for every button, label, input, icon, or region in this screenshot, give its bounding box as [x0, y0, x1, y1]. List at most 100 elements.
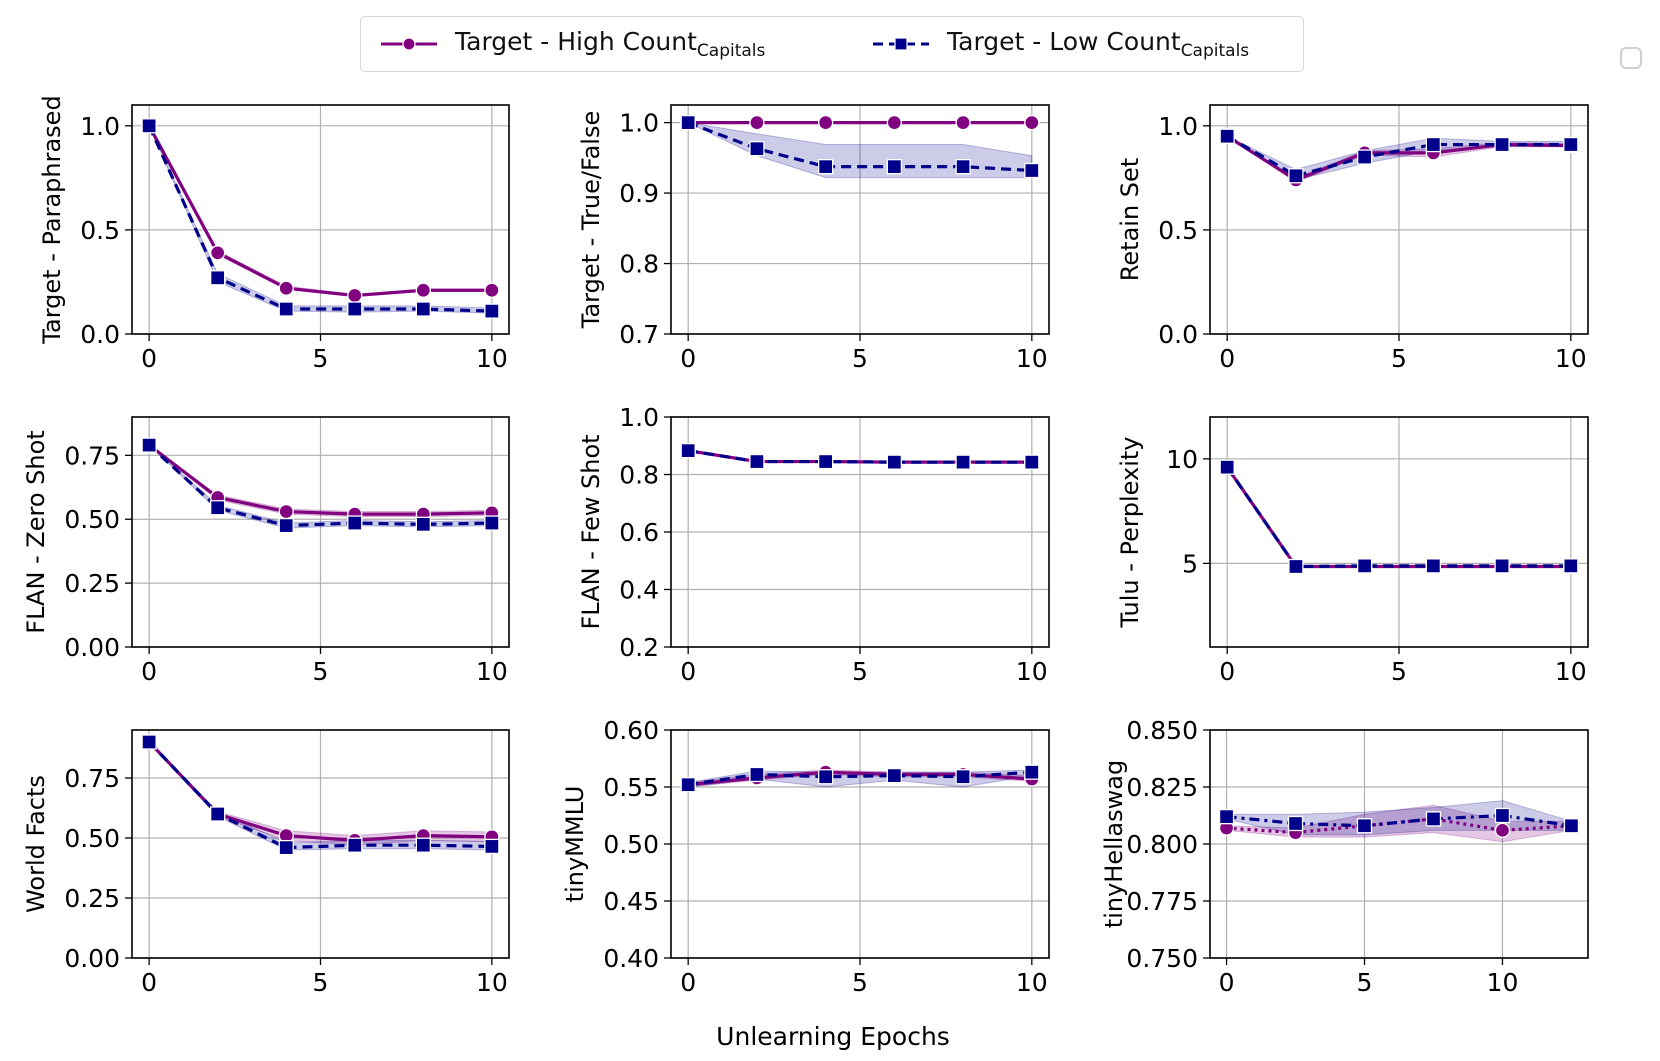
data-point-low-count — [1356, 558, 1373, 574]
y-axis-label: Target - True/False — [577, 111, 605, 329]
series-line-low-count — [147, 125, 492, 313]
data-point-low-count — [817, 453, 834, 470]
data-point-high-count — [415, 282, 431, 298]
data-point-low-count — [955, 769, 971, 785]
x-tick-label: 0 — [1219, 344, 1235, 373]
data-point-high-count — [749, 114, 765, 131]
data-point-low-count — [415, 301, 431, 317]
data-point-low-count — [484, 515, 500, 531]
subplot-9: 0 5 10 0.750 0.775 0.800 0.825 0.850 tinyHellasw… — [1100, 716, 1589, 997]
data-point-low-count — [1024, 764, 1040, 780]
y-tick-label: 1.0 — [1158, 112, 1198, 141]
checkbox[interactable] — [1620, 47, 1642, 69]
data-point-low-count — [278, 839, 294, 856]
y-tick-label: 1.0 — [619, 109, 659, 138]
x-tick-label: 10 — [1555, 344, 1587, 373]
plot-area — [141, 734, 500, 856]
plot-area — [141, 437, 500, 534]
subplot-5: 0 5 10 0.2 0.4 0.6 0.8 1.0 FLAN - Few Shot — [577, 403, 1050, 686]
x-tick-label: 5 — [313, 968, 329, 997]
square-marker-icon — [873, 37, 929, 51]
y-tick-label: 0.4 — [619, 576, 659, 605]
y-axis-label: tinyHellaswag — [1100, 760, 1128, 928]
data-point-low-count — [680, 777, 696, 793]
x-tick-label: 10 — [1487, 968, 1519, 997]
data-point-low-count — [278, 301, 294, 317]
data-point-high-count — [278, 503, 294, 520]
x-tick-label: 5 — [313, 344, 329, 373]
data-point-low-count — [680, 442, 696, 459]
data-point-low-count — [1024, 162, 1040, 179]
legend-label-text: Target - High Count — [455, 27, 697, 56]
y-axis-label: FLAN - Zero Shot — [22, 430, 50, 633]
subplot-7: 0 5 10 0.00 0.25 0.50 0.75 World Facts — [22, 729, 510, 997]
x-tick-label: 0 — [680, 657, 696, 686]
data-point-low-count — [1563, 136, 1579, 153]
data-point-low-count — [347, 515, 363, 531]
data-point-low-count — [680, 114, 696, 131]
x-tick-label: 5 — [313, 657, 329, 686]
y-tick-label: 0.825 — [1126, 773, 1198, 802]
y-tick-label: 0.7 — [619, 320, 659, 349]
y-tick-label: 0.750 — [1126, 944, 1198, 973]
x-tick-label: 0 — [680, 968, 696, 997]
series-line-high-count — [688, 770, 1032, 787]
plot-area — [1219, 128, 1579, 188]
data-point-high-count — [484, 282, 500, 298]
data-point-low-count — [278, 517, 294, 534]
plot-area — [1219, 459, 1579, 575]
y-tick-label: 0.40 — [603, 944, 659, 973]
y-tick-label: 1.0 — [619, 403, 659, 432]
y-tick-label: 0.50 — [603, 830, 659, 859]
data-point-high-count — [1494, 822, 1511, 838]
data-point-low-count — [1219, 459, 1235, 475]
y-tick-label: 0.5 — [80, 216, 120, 245]
x-tick-label: 10 — [1555, 657, 1587, 686]
data-point-low-count — [1288, 168, 1304, 184]
plot-area — [680, 764, 1040, 793]
circle-marker-icon — [381, 37, 437, 51]
data-point-low-count — [955, 454, 971, 470]
data-point-low-count — [347, 837, 363, 853]
data-point-low-count — [210, 806, 226, 822]
x-tick-label: 5 — [1391, 344, 1407, 373]
series-line-low-count — [687, 121, 1032, 173]
series-line-low-count — [687, 770, 1032, 787]
data-point-low-count — [1494, 558, 1510, 574]
data-point-low-count — [415, 837, 431, 853]
data-point-low-count — [886, 767, 903, 784]
data-point-low-count — [955, 159, 971, 175]
legend-label-text: Target - Low Count — [947, 27, 1181, 56]
subplot-2: 0 5 10 0.7 0.8 0.9 1.0 Target - True/False — [577, 104, 1050, 373]
data-point-low-count — [484, 303, 500, 319]
axes-frame — [670, 416, 1050, 648]
series-line-high-count — [148, 443, 492, 516]
series-line-high-count — [147, 125, 492, 298]
x-tick-label: 0 — [1219, 968, 1235, 997]
data-point-low-count — [1024, 454, 1040, 470]
axes-frame — [1209, 416, 1589, 648]
data-point-low-count — [886, 159, 903, 175]
y-tick-label: 0.55 — [603, 773, 659, 802]
y-tick-label: 0.6 — [619, 518, 659, 547]
data-point-high-count — [955, 114, 971, 131]
data-point-low-count — [817, 769, 834, 785]
axes-frame — [670, 729, 1050, 959]
data-point-low-count — [1425, 558, 1442, 574]
data-point-low-count — [1563, 818, 1580, 834]
axes-frame — [1209, 104, 1589, 335]
data-point-high-count — [817, 114, 834, 131]
y-axis-label: Retain Set — [1116, 158, 1144, 281]
data-point-low-count — [886, 454, 903, 470]
series-line-low-count — [687, 449, 1032, 464]
data-point-high-count — [210, 245, 226, 261]
subplot-6: 0 5 10 5 10 Tulu - Perplexity — [1116, 416, 1589, 686]
x-tick-label: 10 — [476, 657, 508, 686]
y-tick-label: 0.8 — [619, 250, 659, 279]
y-tick-label: 0.75 — [64, 441, 120, 470]
axes-frame — [131, 416, 510, 648]
y-tick-label: 5 — [1182, 549, 1198, 578]
y-tick-label: 0.0 — [80, 320, 120, 349]
y-tick-label: 0.775 — [1126, 887, 1198, 916]
series-line-low-count — [1225, 466, 1571, 569]
